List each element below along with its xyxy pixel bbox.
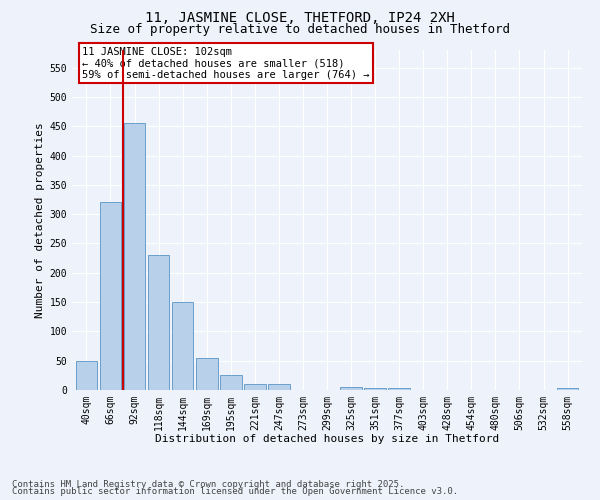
Bar: [220, 376, 242, 390]
Bar: [76, 360, 97, 390]
Text: 11 JASMINE CLOSE: 102sqm
← 40% of detached houses are smaller (518)
59% of semi-: 11 JASMINE CLOSE: 102sqm ← 40% of detach…: [82, 46, 370, 80]
Bar: [364, 388, 386, 390]
Y-axis label: Number of detached properties: Number of detached properties: [35, 122, 46, 318]
Text: Contains HM Land Registry data © Crown copyright and database right 2025.: Contains HM Land Registry data © Crown c…: [12, 480, 404, 489]
Bar: [557, 388, 578, 390]
Bar: [268, 384, 290, 390]
X-axis label: Distribution of detached houses by size in Thetford: Distribution of detached houses by size …: [155, 434, 499, 444]
Text: Contains public sector information licensed under the Open Government Licence v3: Contains public sector information licen…: [12, 487, 458, 496]
Bar: [340, 387, 362, 390]
Bar: [172, 302, 193, 390]
Text: 11, JASMINE CLOSE, THETFORD, IP24 2XH: 11, JASMINE CLOSE, THETFORD, IP24 2XH: [145, 11, 455, 25]
Text: Size of property relative to detached houses in Thetford: Size of property relative to detached ho…: [90, 22, 510, 36]
Bar: [124, 124, 145, 390]
Bar: [148, 255, 169, 390]
Bar: [100, 202, 121, 390]
Bar: [196, 358, 218, 390]
Bar: [388, 388, 410, 390]
Bar: [244, 384, 266, 390]
